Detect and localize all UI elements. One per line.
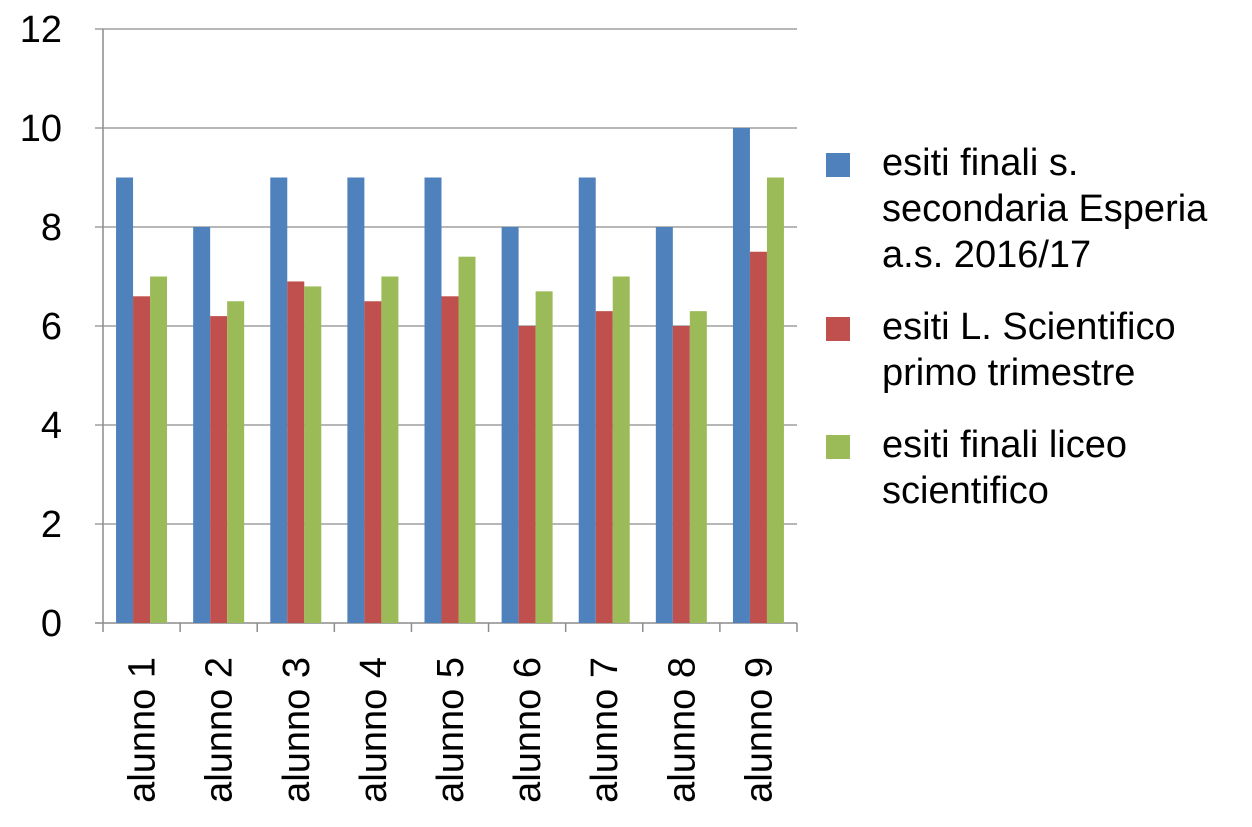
bar-3-4: [381, 276, 399, 623]
bar-2-3: [287, 281, 305, 623]
bar-2-8: [672, 326, 690, 623]
legend-swatch: [826, 317, 850, 341]
legend-label: esiti L. Scientifico primo trimestre: [882, 306, 1176, 394]
x-tick-label: alunno 7: [584, 657, 626, 803]
legend-item-1: esiti finali s. secondaria Esperia a.s. …: [826, 140, 1246, 278]
bar-3-1: [150, 276, 168, 623]
legend-swatch: [826, 153, 850, 177]
x-tick-label: alunno 1: [122, 657, 164, 803]
legend-swatch: [826, 435, 850, 459]
bar-2-5: [441, 296, 459, 623]
bar-2-9: [749, 251, 767, 623]
x-tick-label: alunno 6: [507, 657, 549, 803]
bar-2-4: [364, 301, 382, 623]
x-tick-label: alunno 9: [738, 657, 780, 803]
bar-1-4: [347, 177, 365, 623]
x-tick-label: alunno 2: [199, 657, 241, 803]
bar-1-6: [501, 227, 519, 623]
y-tick-label: 4: [41, 405, 62, 447]
legend-label: esiti finali liceo scientifico: [882, 424, 1127, 512]
bar-1-8: [655, 227, 673, 623]
bar-1-9: [732, 128, 750, 623]
bar-2-1: [133, 296, 151, 623]
y-tick-label: 0: [41, 603, 62, 645]
legend: esiti finali s. secondaria Esperia a.s. …: [826, 140, 1246, 514]
bar-2-2: [210, 316, 228, 623]
bar-1-3: [270, 177, 288, 623]
y-tick-label: 12: [20, 9, 62, 51]
x-tick-label: alunno 5: [430, 657, 472, 803]
bar-3-8: [689, 311, 707, 623]
bar-1-7: [578, 177, 596, 623]
legend-label: esiti finali s. secondaria Esperia a.s. …: [882, 142, 1208, 276]
y-tick-label: 8: [41, 207, 62, 249]
y-tick-label: 10: [20, 108, 62, 150]
x-tick-label: alunno 4: [353, 657, 395, 803]
x-tick-label: alunno 8: [661, 657, 703, 803]
y-tick-label: 6: [41, 306, 62, 348]
bar-3-3: [304, 286, 322, 623]
x-tick-label: alunno 3: [276, 657, 318, 803]
bar-2-7: [595, 311, 613, 623]
bar-1-2: [193, 227, 211, 623]
y-tick-label: 2: [41, 504, 62, 546]
bar-2-6: [518, 326, 536, 623]
bar-3-2: [227, 301, 245, 623]
bar-3-7: [612, 276, 630, 623]
bar-1-5: [424, 177, 442, 623]
bar-1-1: [116, 177, 134, 623]
bar-3-5: [458, 256, 476, 623]
bar-3-9: [766, 177, 784, 623]
legend-item-2: esiti L. Scientifico primo trimestre: [826, 304, 1246, 396]
bar-3-6: [535, 291, 553, 623]
legend-item-3: esiti finali liceo scientifico: [826, 422, 1246, 514]
